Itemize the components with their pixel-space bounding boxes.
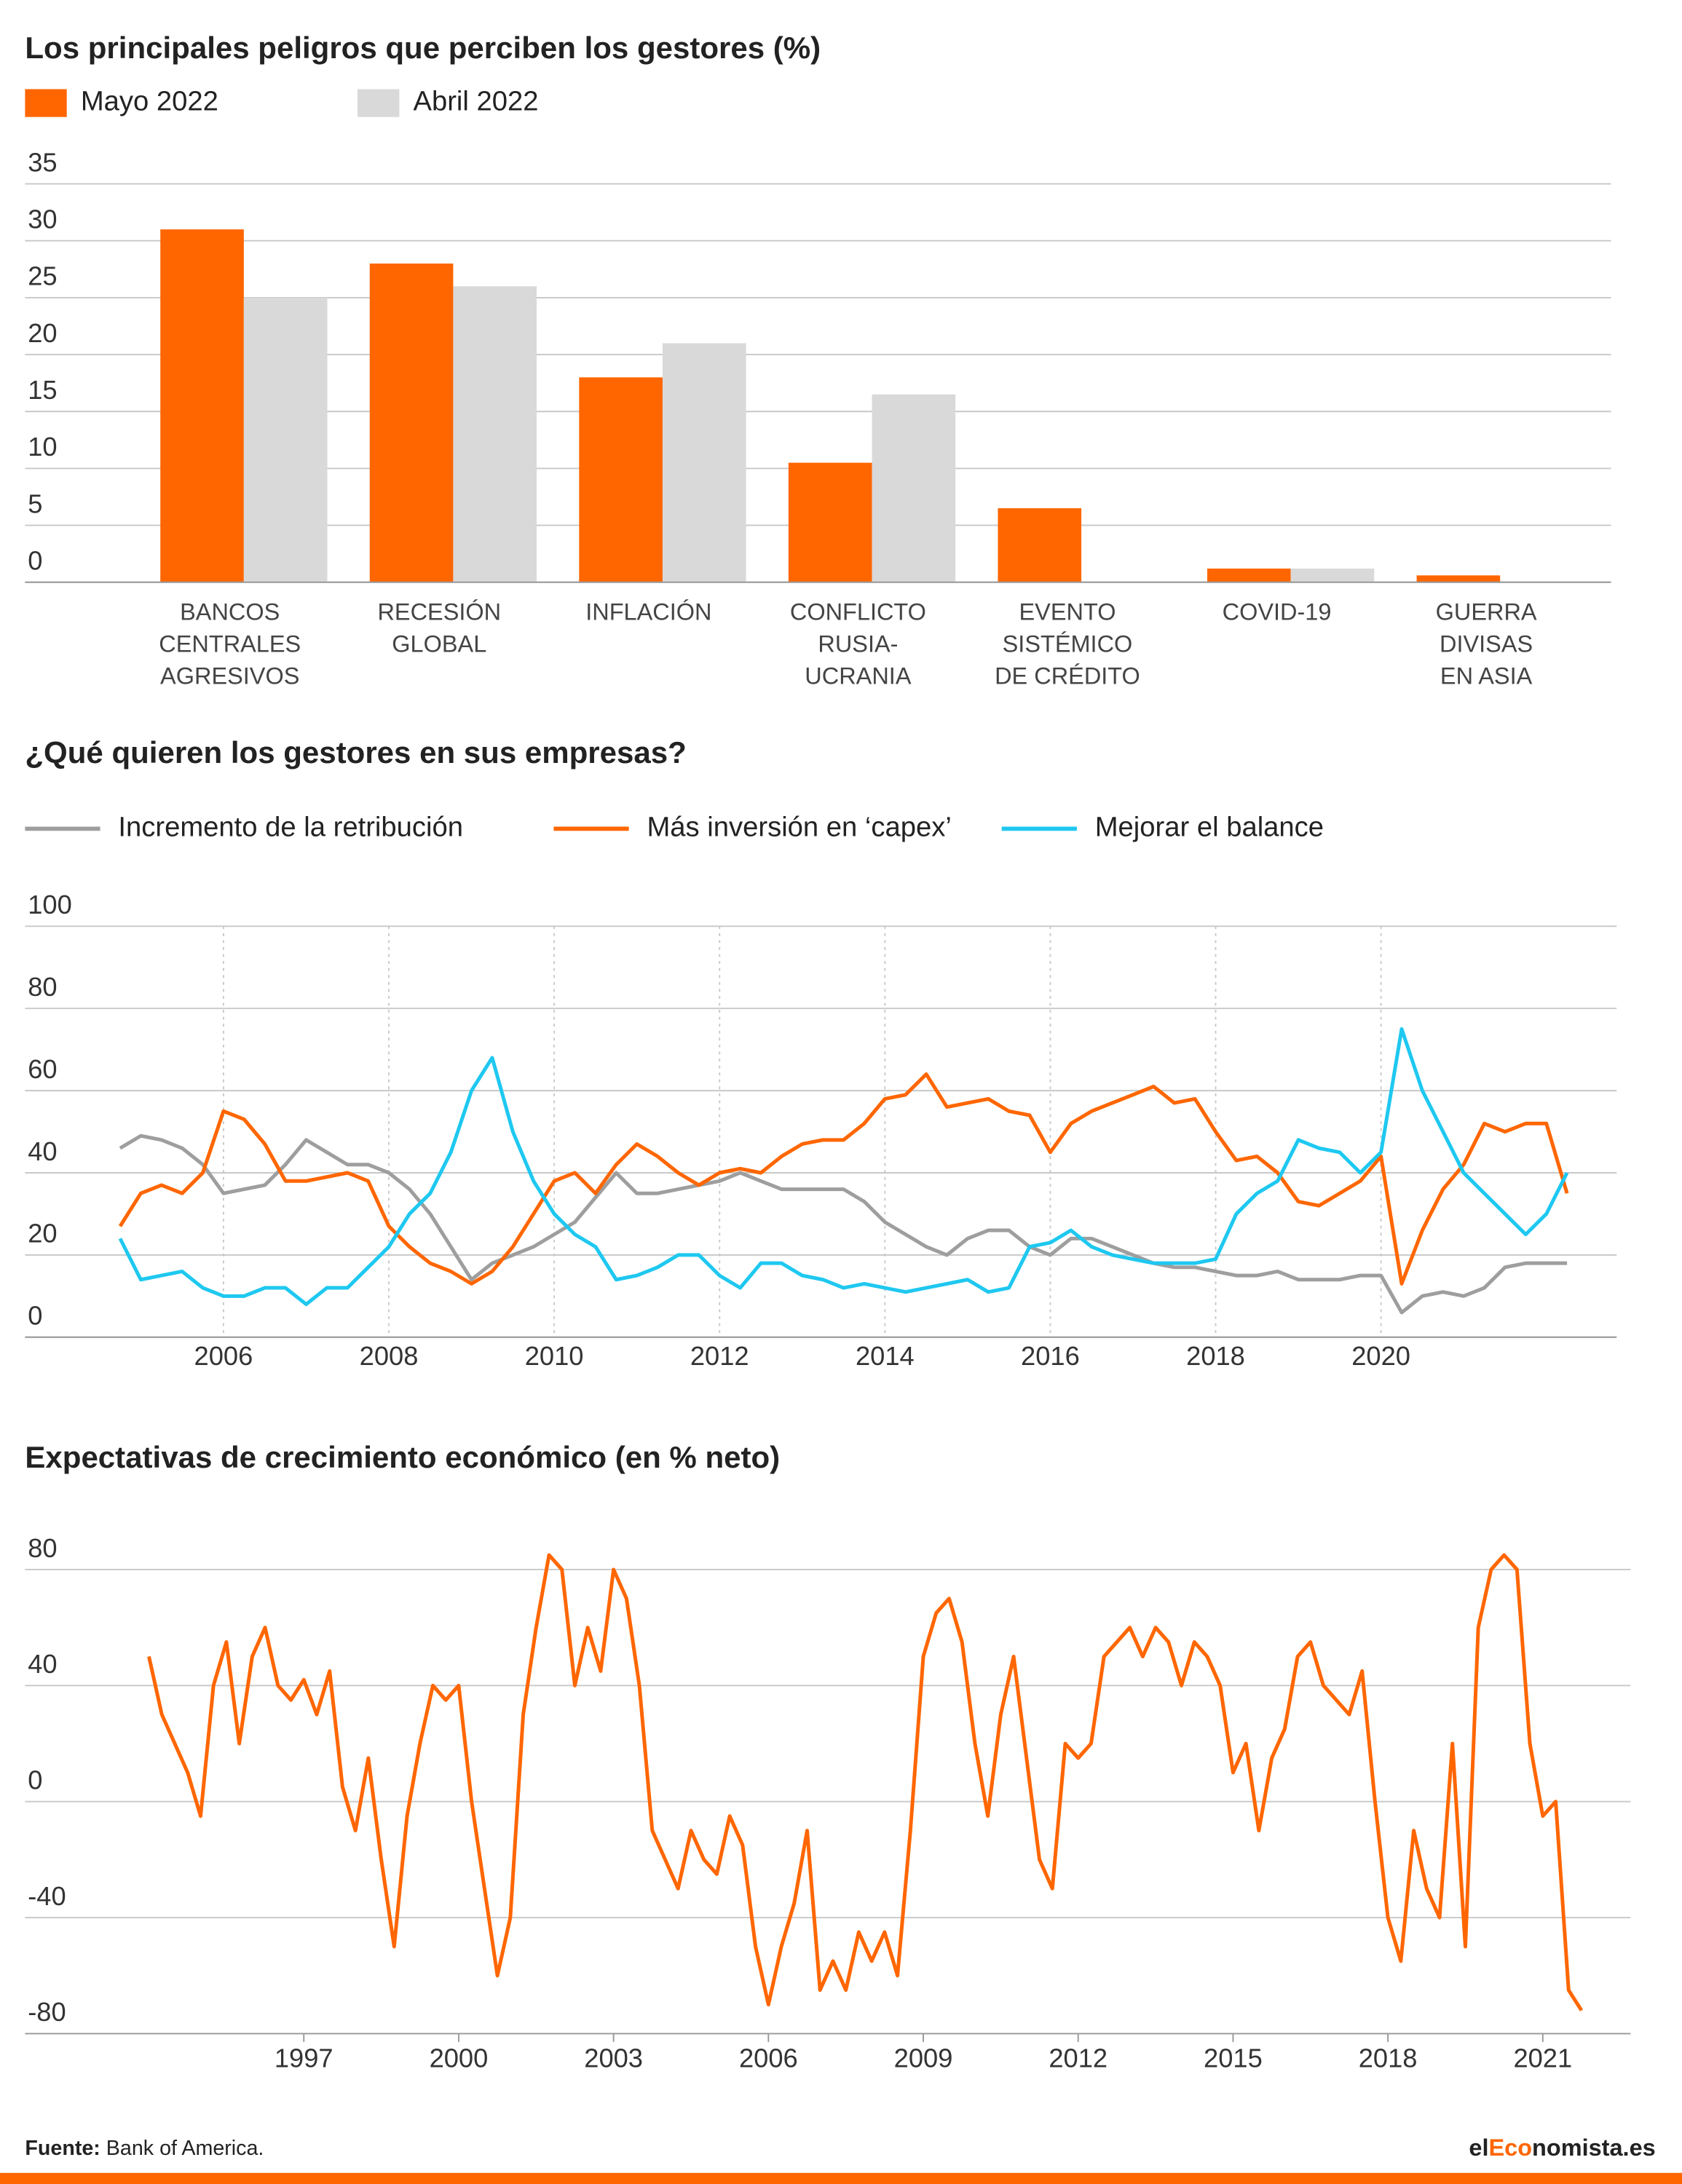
logo-part: el — [1469, 2134, 1488, 2161]
x-tick-label: 2014 — [856, 1341, 915, 1371]
legend-label: Más inversión en ‘capex’ — [647, 811, 951, 842]
y-tick-label: 0 — [28, 1301, 42, 1331]
bar — [788, 462, 872, 582]
legend-label: Incremento de la retribución — [118, 811, 463, 842]
x-tick-label: 2006 — [739, 2043, 798, 2073]
series-line — [147, 1553, 1584, 2011]
logo-part: Eco — [1488, 2134, 1532, 2161]
y-tick-label: 35 — [28, 147, 57, 177]
bar — [998, 508, 1082, 582]
y-tick-label: 80 — [28, 972, 57, 1002]
x-tick-label: 1997 — [275, 2043, 333, 2073]
bar — [1207, 568, 1291, 582]
x-tick-label: 2003 — [584, 2043, 643, 2073]
x-tick-label: INFLACIÓN — [585, 598, 712, 626]
footer-bar — [0, 2172, 1682, 2184]
legend-swatch — [25, 89, 67, 117]
series-line — [118, 1072, 1569, 1286]
y-tick-label: 100 — [28, 890, 72, 919]
x-tick-label: 2000 — [430, 2043, 489, 2073]
legend-label: Mayo 2022 — [81, 86, 218, 117]
x-tick-label: 2010 — [525, 1341, 584, 1371]
source-text: Bank of America. — [106, 2137, 264, 2160]
y-tick-label: 80 — [28, 1533, 57, 1563]
x-tick-label: 2016 — [1021, 1341, 1080, 1371]
y-tick-label: 25 — [28, 261, 57, 291]
y-tick-label: 5 — [28, 488, 42, 518]
y-tick-label: 0 — [28, 1765, 42, 1795]
x-tick-label: GUERRA DIVISAS EN ASIA — [1435, 598, 1537, 690]
x-tick-label: 2012 — [690, 1341, 749, 1371]
legend-label: Mejorar el balance — [1095, 811, 1324, 842]
chart-title: Expectativas de crecimiento económico (e… — [25, 1440, 780, 1474]
x-tick-label: 2006 — [194, 1341, 253, 1371]
y-tick-label: 20 — [28, 1219, 57, 1249]
x-tick-label: 2012 — [1049, 2043, 1107, 2073]
bar — [160, 229, 244, 582]
bar — [1290, 568, 1375, 582]
y-tick-label: 20 — [28, 318, 57, 348]
x-tick-label: COVID-19 — [1222, 598, 1332, 626]
y-tick-label: -40 — [28, 1881, 66, 1911]
x-tick-label: 2020 — [1351, 1341, 1410, 1371]
bar — [1416, 575, 1501, 582]
x-tick-label: CONFLICTO RUSIA- UCRANIA — [789, 598, 926, 690]
x-tick-label: 2021 — [1513, 2043, 1572, 2073]
y-tick-label: 10 — [28, 432, 57, 462]
y-tick-label: 30 — [28, 205, 57, 234]
y-tick-label: 0 — [28, 546, 42, 576]
series-line — [118, 1026, 1569, 1307]
y-tick-label: -80 — [28, 1997, 66, 2027]
bar — [453, 286, 537, 582]
y-tick-label: 40 — [28, 1649, 57, 1679]
logo: elEconomista.es — [1469, 2134, 1655, 2161]
bar — [579, 377, 663, 582]
bar — [243, 297, 328, 582]
y-tick-label: 40 — [28, 1136, 57, 1166]
source-label: Fuente: — [25, 2137, 100, 2160]
chart-title: Los principales peligros que perciben lo… — [25, 31, 821, 65]
bar — [872, 394, 956, 582]
x-tick-label: 2008 — [360, 1341, 419, 1371]
bar — [369, 263, 454, 582]
legend-label: Abril 2022 — [413, 86, 538, 117]
y-tick-label: 60 — [28, 1054, 57, 1084]
x-tick-label: RECESIÓN GLOBAL — [377, 598, 502, 658]
chart-title: ¿Qué quieren los gestores en sus empresa… — [25, 735, 686, 769]
x-tick-label: 2009 — [894, 2043, 953, 2073]
x-tick-label: 2018 — [1186, 1341, 1245, 1371]
x-tick-label: BANCOS CENTRALES AGRESIVOS — [159, 598, 301, 690]
logo-part: nomista.es — [1532, 2134, 1656, 2161]
bar — [662, 343, 746, 582]
x-tick-label: 2015 — [1204, 2043, 1263, 2073]
series-line — [119, 1133, 1568, 1315]
legend-swatch — [358, 89, 400, 117]
source: Fuente: Bank of America. — [25, 2137, 264, 2160]
x-tick-label: EVENTO SISTÉMICO DE CRÉDITO — [995, 598, 1140, 690]
y-tick-label: 15 — [28, 375, 57, 405]
x-tick-label: 2018 — [1359, 2043, 1418, 2073]
